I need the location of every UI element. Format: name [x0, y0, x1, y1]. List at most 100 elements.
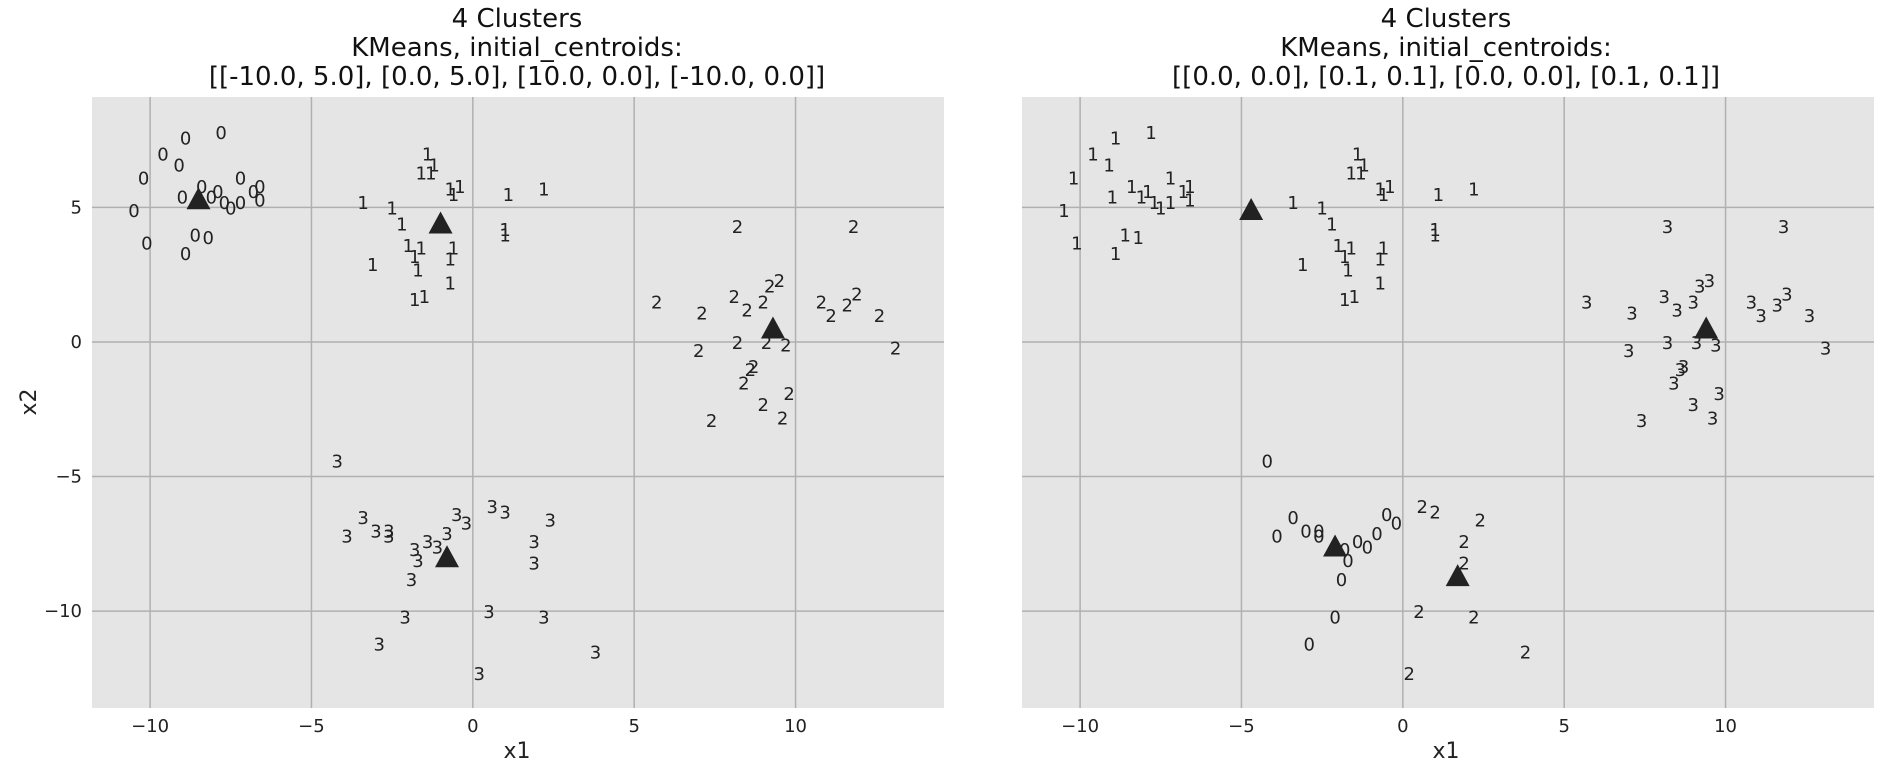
data-point: 1 [1178, 182, 1189, 203]
data-point: 1 [1375, 249, 1386, 270]
data-point: 1 [1342, 260, 1353, 281]
data-point: 1 [1087, 145, 1098, 166]
data-point: 0 [235, 193, 246, 214]
data-point: 1 [538, 180, 549, 201]
data-point: 3 [528, 554, 539, 575]
data-point: 0 [141, 233, 152, 254]
centroid-marker [435, 545, 459, 568]
data-point: 1 [1339, 290, 1350, 311]
data-point: 2 [825, 306, 836, 327]
x-tick-label: 0 [467, 716, 478, 737]
data-point: 0 [1342, 551, 1353, 572]
data-point: 1 [1375, 274, 1386, 295]
data-point: 0 [1313, 521, 1324, 542]
data-point: 3 [1662, 217, 1673, 238]
data-point: 1 [454, 177, 465, 198]
chart-title-line-3: [[-10.0, 5.0], [0.0, 5.0], [10.0, 0.0], … [209, 62, 825, 92]
data-point: 1 [415, 163, 426, 184]
data-point: 1 [448, 239, 459, 260]
data-point: 3 [383, 527, 394, 548]
data-point: 3 [474, 664, 485, 685]
data-point: 2 [851, 284, 862, 305]
data-point: 0 [1300, 521, 1311, 542]
data-point: 1 [1145, 123, 1156, 144]
x-tick-label: −5 [298, 716, 325, 737]
chart-title-line-1: 4 Clusters [1381, 4, 1512, 34]
data-point: 1 [1352, 145, 1363, 166]
data-point: 3 [486, 497, 497, 518]
data-point: 1 [1165, 193, 1176, 214]
data-point: 3 [451, 505, 462, 526]
data-point: 3 [409, 540, 420, 561]
data-point: 3 [432, 538, 443, 559]
data-point: 1 [1155, 198, 1166, 219]
data-point: 3 [1623, 341, 1634, 362]
data-point: 1 [1297, 255, 1308, 276]
data-point: 0 [196, 177, 207, 198]
data-point: 2 [693, 341, 704, 362]
data-point: 2 [841, 295, 852, 316]
x-tick-label: 5 [1558, 716, 1569, 737]
data-point: 1 [1429, 225, 1440, 246]
data-point: 3 [399, 607, 410, 628]
data-point: 0 [1352, 532, 1363, 553]
data-point: 1 [422, 145, 433, 166]
plot-area [92, 97, 944, 708]
data-point: 1 [1136, 188, 1147, 209]
data-point: 1 [1184, 177, 1195, 198]
data-point: 1 [1358, 155, 1369, 176]
data-point: 1 [499, 220, 510, 241]
data-point: 1 [428, 155, 439, 176]
centroid-marker [1445, 564, 1470, 587]
x-tick-label: −5 [1228, 716, 1255, 737]
data-point: 0 [1304, 634, 1315, 655]
data-point: 2 [1404, 664, 1415, 685]
data-point: 1 [1126, 177, 1137, 198]
data-point: 3 [341, 527, 352, 548]
data-point: 2 [696, 303, 707, 324]
data-point: 1 [1071, 233, 1082, 254]
centroid-marker [1239, 198, 1264, 221]
data-point: 3 [332, 451, 343, 472]
data-point: 2 [748, 357, 759, 378]
gridlines [92, 97, 944, 708]
data-point: 1 [1333, 236, 1344, 257]
data-point: 2 [874, 306, 885, 327]
data-point: 2 [1413, 602, 1424, 623]
data-point: 3 [412, 551, 423, 572]
data-point: 2 [732, 333, 743, 354]
data-point: 2 [890, 338, 901, 359]
data-point: 2 [774, 271, 785, 292]
data-point: 1 [499, 225, 510, 246]
x-tick-label: 10 [784, 716, 807, 737]
data-point: 3 [1675, 360, 1686, 381]
data-point: 2 [761, 333, 772, 354]
data-point: 3 [1804, 306, 1815, 327]
data-point: 1 [503, 185, 514, 206]
data-point: 0 [1381, 505, 1392, 526]
data-point: 3 [499, 503, 510, 524]
data-point: 0 [206, 188, 217, 209]
data-point: 3 [357, 508, 368, 529]
data-point: 0 [212, 182, 223, 203]
data-point: 2 [651, 293, 662, 314]
data-point: 1 [1345, 239, 1356, 260]
data-point: 3 [538, 607, 549, 628]
data-point: 1 [419, 287, 430, 308]
data-point: 2 [1458, 532, 1469, 553]
data-point: 3 [1671, 301, 1682, 322]
data-point: 0 [202, 228, 213, 249]
data-point: 1 [1103, 155, 1114, 176]
data-point: 1 [1068, 169, 1079, 190]
data-point: 0 [1391, 513, 1402, 534]
centroids [186, 187, 785, 568]
data-point: 2 [783, 384, 794, 405]
x-tick-label: 5 [628, 716, 639, 737]
centroids [1239, 198, 1719, 587]
data-point: 3 [461, 513, 472, 534]
data-point: 2 [745, 360, 756, 381]
y-tick-label: −10 [44, 601, 82, 622]
data-point: 1 [357, 193, 368, 214]
